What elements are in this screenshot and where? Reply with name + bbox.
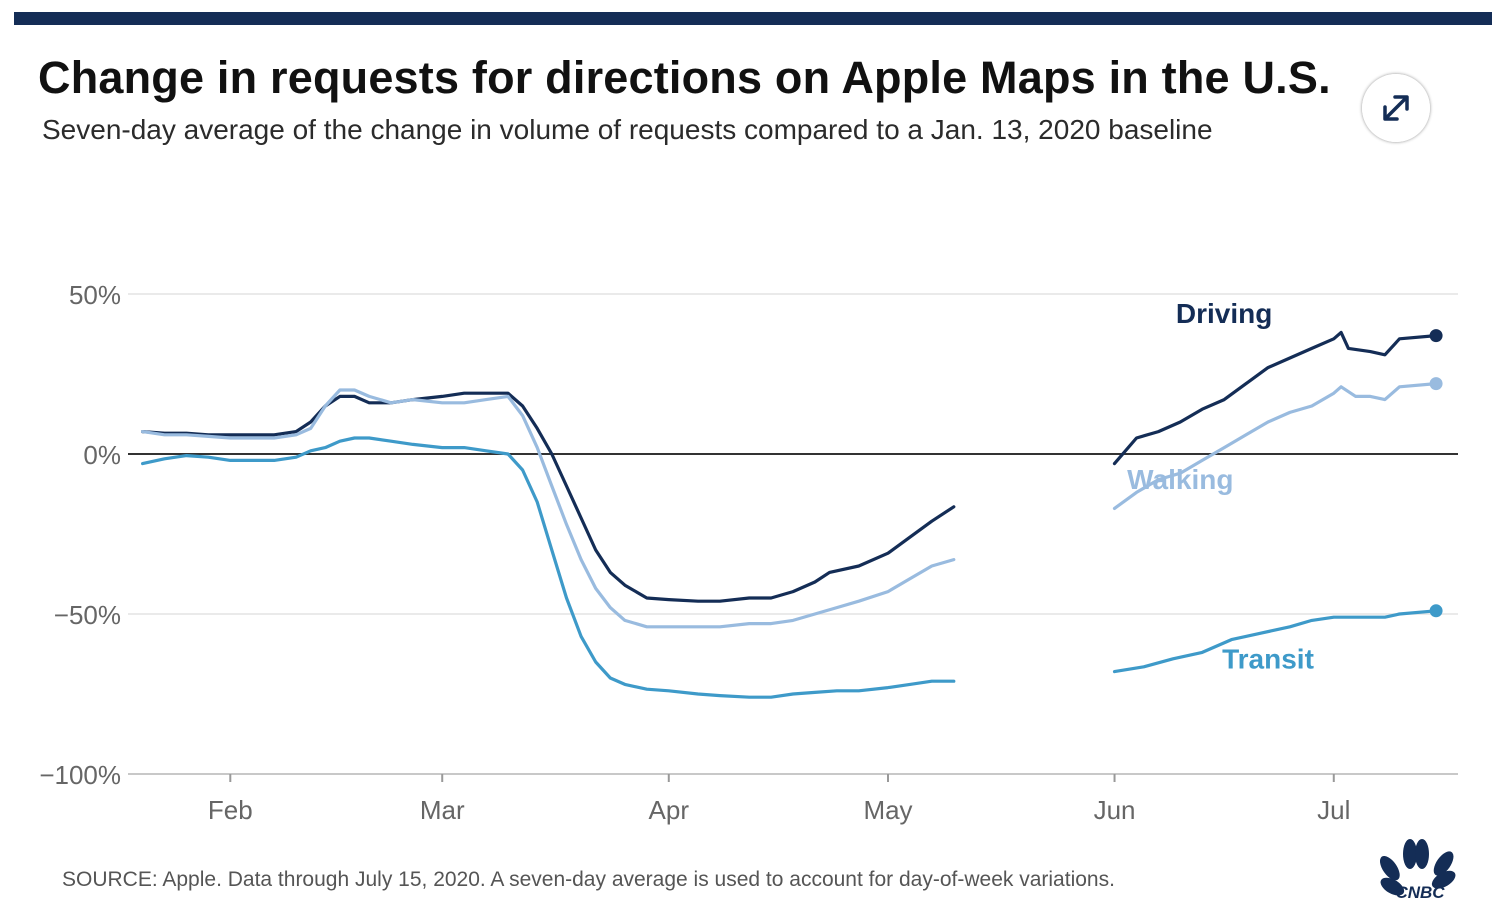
expand-button[interactable] [1362, 74, 1430, 142]
source-note: SOURCE: Apple. Data through July 15, 202… [62, 868, 1115, 891]
walking-series-label: Walking [1127, 464, 1233, 495]
chart-title: Change in requests for directions on App… [38, 52, 1331, 103]
y-tick-label: −100% [39, 760, 121, 790]
expand-arrows-icon [1383, 95, 1409, 121]
driving-end-marker [1429, 329, 1443, 343]
chart-subtitle: Seven-day average of the change in volum… [42, 114, 1213, 145]
x-tick-label: Feb [208, 795, 253, 825]
x-tick-label: Apr [649, 795, 690, 825]
transit-line [141, 436, 956, 699]
x-tick-label: Jun [1094, 795, 1136, 825]
y-tick-label: −50% [54, 600, 121, 630]
driving-line [1112, 330, 1438, 466]
transit-line [1112, 609, 1438, 674]
driving-line [141, 391, 956, 603]
cnbc-logo-text: CNBC [1395, 883, 1445, 902]
cnbc-logo: CNBC [1379, 839, 1456, 902]
top-accent-bar [14, 12, 1492, 25]
driving-series-label: Driving [1176, 298, 1272, 329]
transit-series-label: Transit [1222, 643, 1314, 674]
walking-end-marker [1429, 377, 1443, 391]
walking-line [1112, 382, 1438, 510]
x-tick-label: Mar [420, 795, 465, 825]
walking-line [141, 388, 956, 629]
y-tick-label: 0% [83, 440, 121, 470]
x-tick-label: May [863, 795, 912, 825]
y-tick-label: 50% [69, 280, 121, 310]
x-tick-label: Jul [1317, 795, 1350, 825]
transit-end-marker [1429, 604, 1443, 618]
